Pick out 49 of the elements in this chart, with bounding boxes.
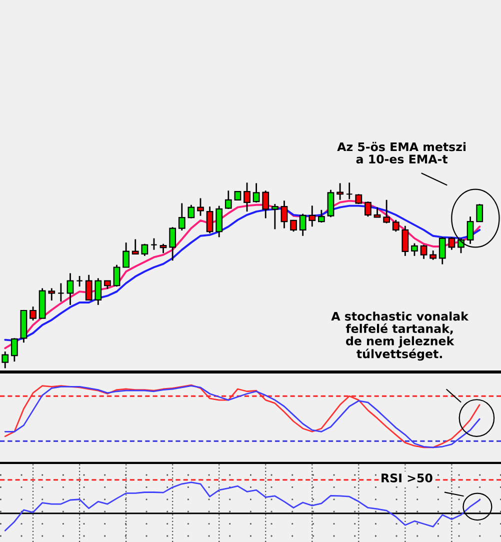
candlestick [94,278,102,306]
candlestick [308,204,316,228]
candlestick [10,337,18,362]
candlestick [48,288,56,302]
annotation: RSI >50 [382,473,432,482]
candlestick [346,182,353,200]
candlestick [2,350,9,369]
candlestick [438,236,446,265]
annotation: A stochastic vonalak felfelé tartanak, de nem jeleznek túlvettséget. [331,312,469,361]
candlestick [132,238,139,255]
candlestick [476,203,484,222]
candlestick [411,242,418,257]
candlestick [178,202,186,232]
candlestick [383,199,390,224]
candlestick [150,238,158,250]
candlestick [216,205,223,238]
candlestick [336,182,344,201]
candlestick [141,243,148,257]
candlestick [299,213,306,237]
candlestick [169,226,176,262]
candlestick [58,282,64,302]
candlestick [364,200,372,218]
candlestick [327,189,334,218]
candlestick [318,209,325,224]
candlestick [197,198,204,217]
candlestick [392,219,400,232]
candlestick [271,203,278,230]
text: Az 5-ös EMA metszi a 10-es EMA-t [337,142,466,164]
candlestick [262,190,270,219]
candlestick [355,193,362,205]
candlestick [85,274,92,301]
candlestick [188,204,195,219]
candlestick [244,182,250,212]
candlestick [66,272,74,306]
candlestick [160,243,167,254]
candlestick [224,190,232,210]
candlestick [466,216,474,245]
candlestick [113,264,120,288]
candlestick [122,242,130,268]
candlestick [206,206,214,234]
candlestick [374,206,381,218]
candlestick [448,236,456,250]
candlestick [76,275,83,288]
candlestick [252,182,260,204]
candlestick [280,200,288,229]
candlestick [420,244,428,260]
candlestick [402,225,409,257]
candlestick [30,306,36,322]
candlestick [430,250,437,261]
